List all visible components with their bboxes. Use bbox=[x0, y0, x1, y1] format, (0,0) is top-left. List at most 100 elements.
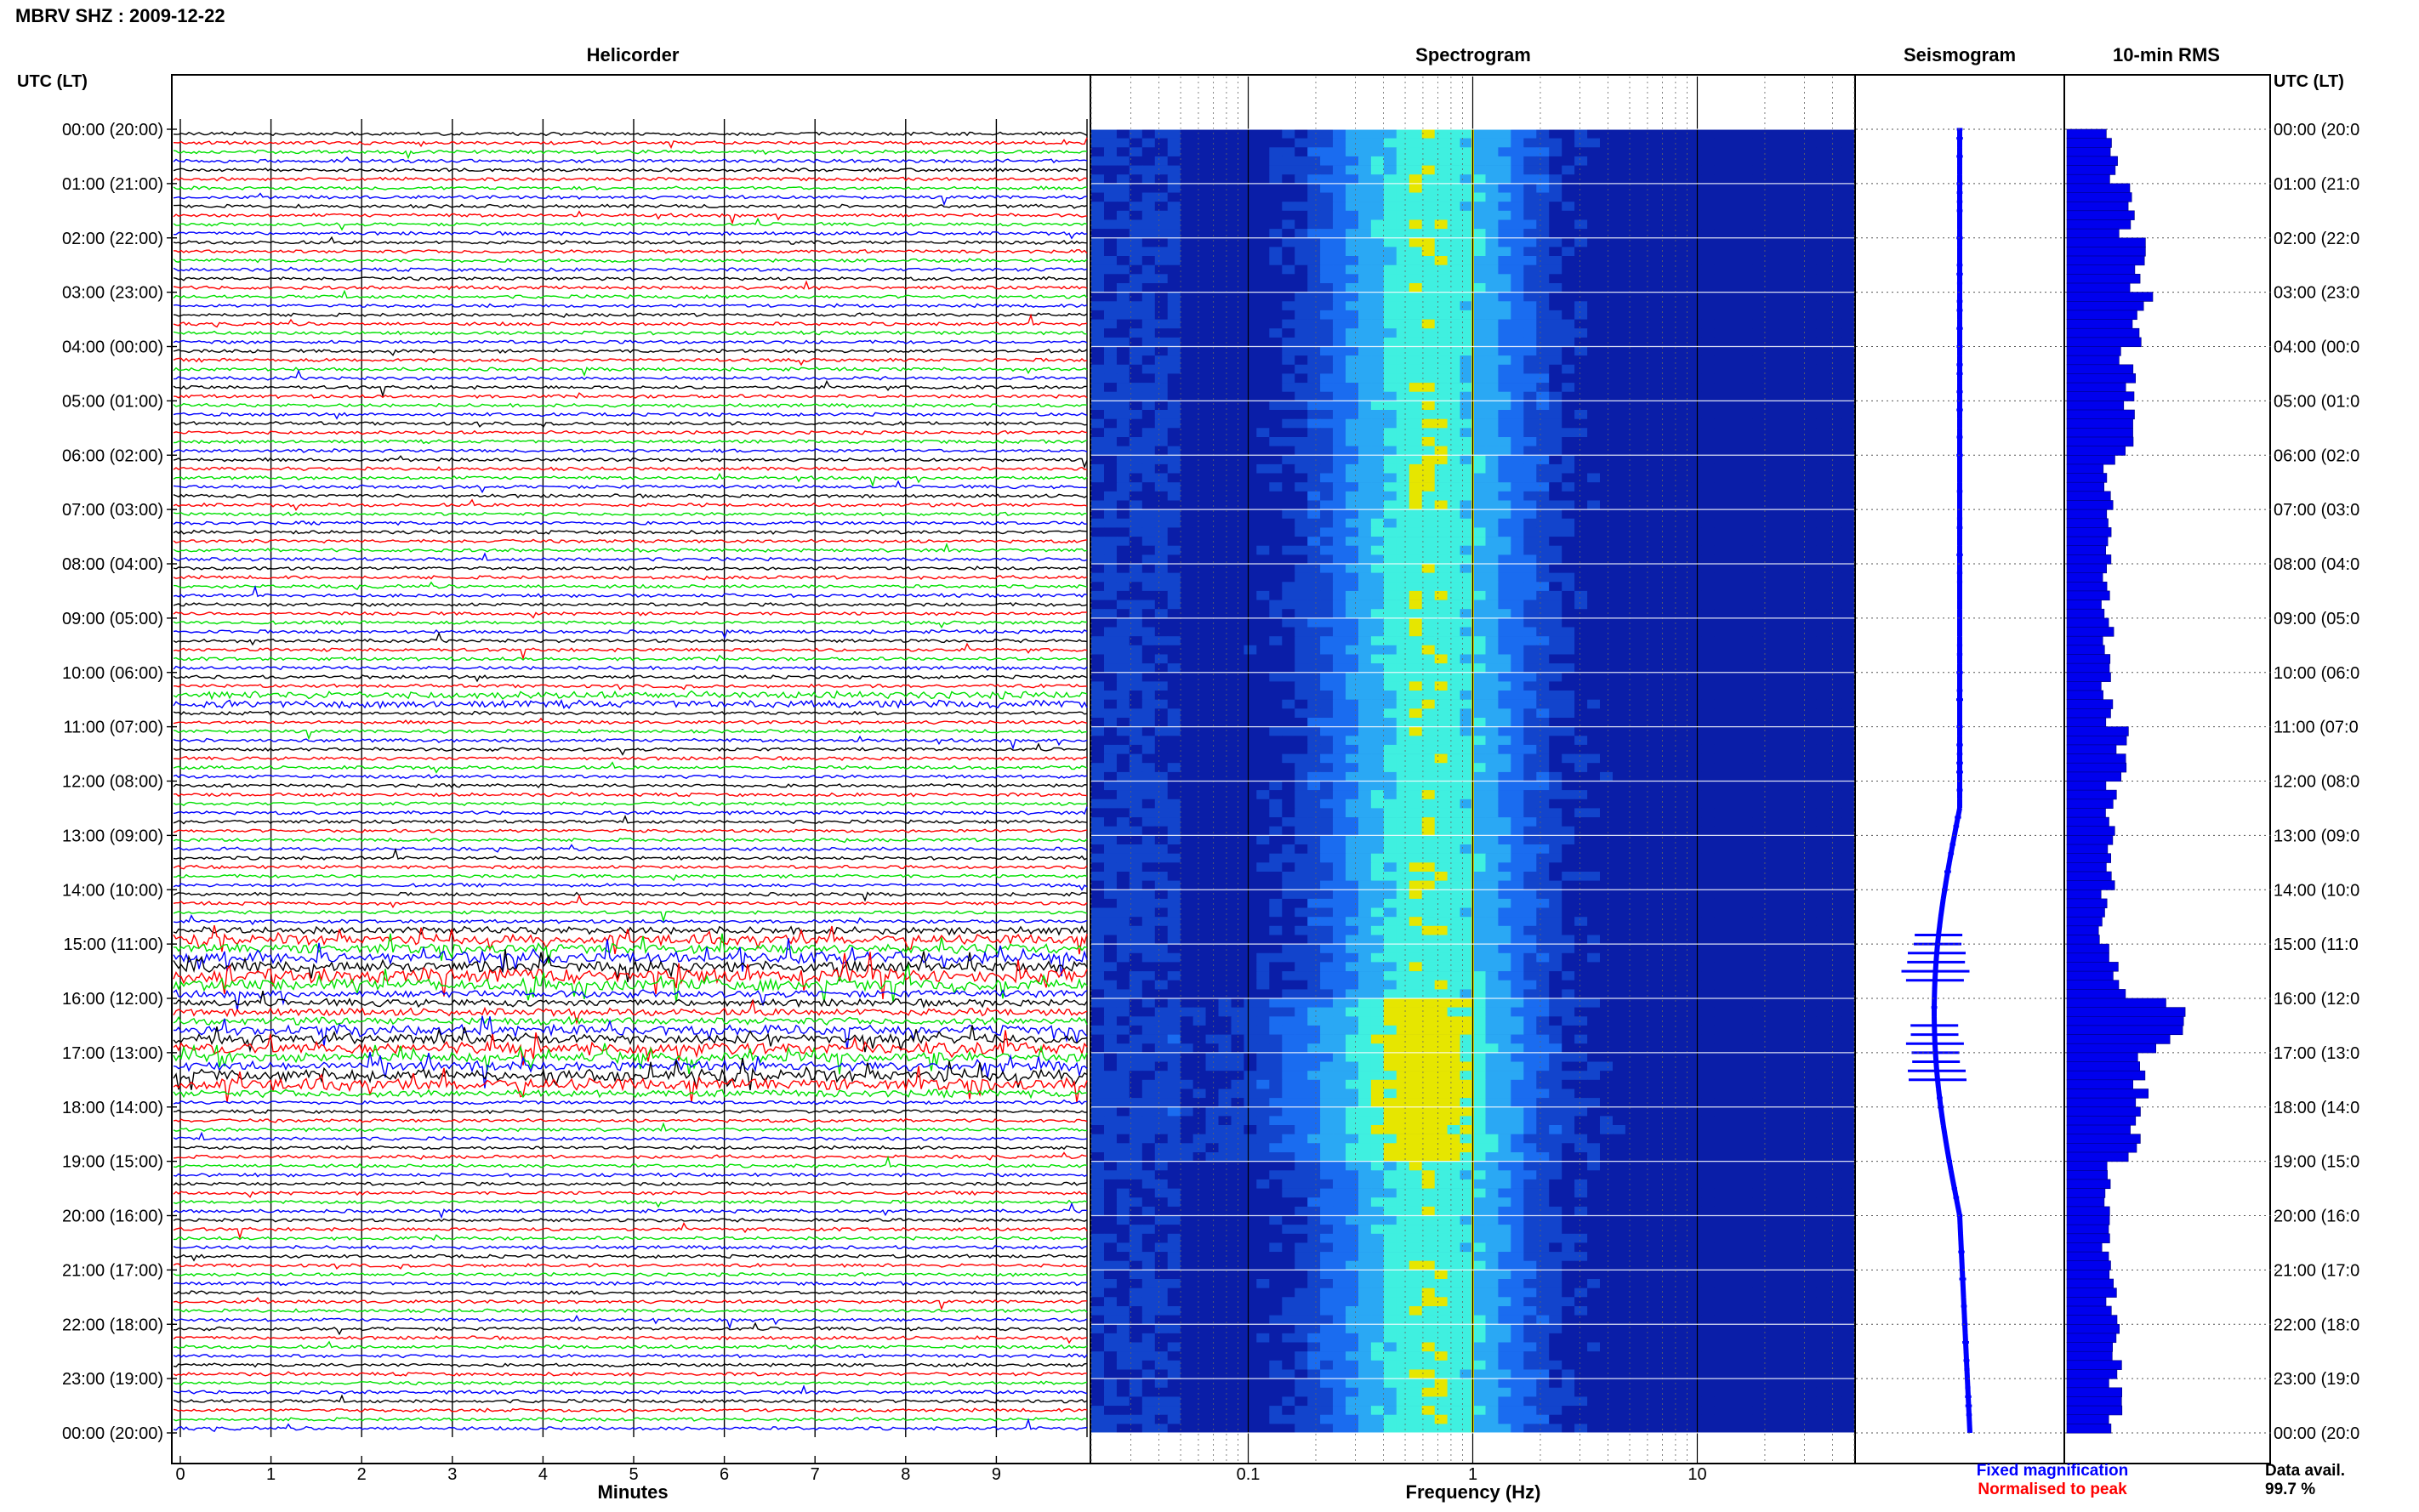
spectrogram-cell bbox=[1244, 183, 1257, 193]
spectrogram-cell bbox=[1244, 744, 1257, 754]
spectrogram-cell bbox=[1587, 256, 1601, 265]
spectrogram-cell bbox=[1714, 237, 1728, 247]
spectrogram-cell bbox=[1613, 491, 1626, 501]
spectrogram-cell bbox=[1269, 826, 1283, 836]
spectrogram-cell bbox=[1421, 582, 1436, 592]
spectrogram-cell bbox=[1549, 292, 1562, 302]
spectrogram-cell bbox=[1485, 482, 1500, 492]
spectrogram-cell bbox=[1829, 663, 1842, 674]
spectrogram-cell bbox=[1421, 256, 1436, 265]
spectrogram-cell bbox=[1307, 428, 1321, 438]
spectrogram-cell bbox=[1192, 718, 1207, 727]
spectrogram-cell bbox=[1269, 310, 1283, 320]
spectrogram-cell bbox=[1574, 428, 1588, 438]
spectrogram-cell bbox=[1358, 346, 1372, 356]
spectrogram-cell bbox=[1154, 681, 1169, 691]
spectrogram-cell bbox=[1282, 636, 1295, 646]
spectrogram-cell bbox=[1790, 165, 1804, 175]
spectrogram-cell bbox=[1663, 346, 1677, 356]
spectrogram-cell bbox=[1739, 826, 1754, 836]
spectrogram-cell bbox=[1790, 437, 1804, 446]
spectrogram-cell bbox=[1816, 691, 1830, 700]
spectrogram-cell bbox=[1485, 582, 1500, 592]
spectrogram-cell bbox=[1409, 537, 1423, 547]
spectrogram-cell bbox=[1104, 482, 1118, 492]
spectrogram-cell bbox=[1295, 617, 1308, 628]
spectrogram-cell bbox=[1650, 554, 1665, 565]
spectrogram-cell bbox=[1346, 600, 1359, 610]
spectrogram-cell bbox=[1333, 527, 1346, 537]
spectrogram-cell bbox=[1333, 310, 1346, 320]
spectrogram-cell bbox=[1320, 491, 1334, 501]
spectrogram-cell bbox=[1295, 672, 1308, 682]
spectrogram-cell bbox=[1295, 564, 1308, 573]
spectrogram-cell bbox=[1091, 572, 1105, 583]
spectrogram-cell bbox=[1549, 301, 1562, 311]
spectrogram-cell bbox=[1256, 401, 1270, 411]
spectrogram-cell bbox=[1650, 582, 1665, 592]
spectrogram-cell bbox=[1600, 572, 1614, 583]
spectrogram-cell bbox=[1116, 229, 1130, 239]
spectrogram-cell bbox=[1282, 500, 1295, 510]
spectrogram-cell bbox=[1154, 391, 1169, 401]
spectrogram-cell bbox=[1816, 256, 1830, 265]
spectrogram-cell bbox=[1625, 391, 1639, 401]
spectrogram-cell bbox=[1282, 726, 1295, 736]
spectrogram-cell bbox=[1346, 174, 1359, 185]
spectrogram-cell bbox=[1523, 817, 1537, 827]
spectrogram-cell bbox=[1714, 744, 1728, 754]
spectrogram-cell bbox=[1587, 862, 1601, 873]
spectrogram-cell bbox=[1765, 247, 1779, 257]
spectrogram-cell bbox=[1727, 156, 1741, 166]
spectrogram-cell bbox=[1116, 138, 1130, 148]
spectrogram-cell bbox=[1218, 147, 1232, 157]
spectrogram-cell bbox=[1637, 617, 1652, 628]
spectrogram-cell bbox=[1714, 545, 1728, 555]
spectrogram-cell bbox=[1739, 817, 1754, 827]
spectrogram-cell bbox=[1192, 835, 1207, 845]
spectrogram-cell bbox=[1523, 156, 1537, 166]
spectrogram-cell bbox=[1587, 872, 1601, 881]
spectrogram-cell bbox=[1472, 537, 1487, 547]
spectrogram-cell bbox=[1549, 446, 1562, 456]
spectrogram-cell bbox=[1613, 383, 1626, 393]
spectrogram-cell bbox=[1141, 264, 1156, 275]
spectrogram-cell bbox=[1295, 473, 1308, 483]
spectrogram-cell bbox=[1562, 410, 1575, 419]
spectrogram-cell bbox=[1256, 654, 1270, 664]
spectrogram-cell bbox=[1727, 202, 1741, 212]
spectrogram-cell bbox=[1383, 219, 1397, 230]
spectrogram-cell bbox=[1231, 672, 1245, 682]
spectrogram-cell bbox=[1282, 817, 1295, 827]
spectrogram-cell bbox=[1320, 763, 1334, 773]
spectrogram-cell bbox=[1803, 790, 1817, 800]
spectrogram-cell bbox=[1129, 654, 1143, 664]
spectrogram-cell bbox=[1650, 210, 1665, 220]
spectrogram-cell bbox=[1333, 129, 1346, 139]
spectrogram-cell bbox=[1129, 699, 1143, 709]
spectrogram-cell bbox=[1104, 256, 1118, 265]
spectrogram-cell bbox=[1650, 337, 1665, 347]
spectrogram-cell bbox=[1841, 654, 1854, 664]
spectrogram-cell bbox=[1346, 699, 1359, 709]
spectrogram-cell bbox=[1307, 455, 1321, 465]
spectrogram-cell bbox=[1816, 210, 1830, 220]
spectrogram-cell bbox=[1141, 564, 1156, 573]
spectrogram-cell bbox=[1244, 790, 1257, 800]
spectrogram-cell bbox=[1154, 229, 1169, 239]
spectrogram-cell bbox=[1498, 256, 1511, 265]
spectrogram-cell bbox=[1625, 500, 1639, 510]
spectrogram-cell bbox=[1549, 609, 1562, 619]
spectrogram-cell bbox=[1346, 156, 1359, 166]
spectrogram-cell bbox=[1511, 627, 1524, 637]
spectrogram-cell bbox=[1816, 744, 1830, 754]
spectrogram-cell bbox=[1256, 862, 1270, 873]
spectrogram-cell bbox=[1460, 736, 1474, 746]
spectrogram-cell bbox=[1613, 826, 1626, 836]
spectrogram-cell bbox=[1447, 799, 1461, 809]
spectrogram-cell bbox=[1549, 229, 1562, 239]
spectrogram-cell bbox=[1613, 509, 1626, 520]
spectrogram-cell bbox=[1650, 708, 1665, 719]
spectrogram-cell bbox=[1218, 627, 1232, 637]
spectrogram-cell bbox=[1625, 781, 1639, 791]
